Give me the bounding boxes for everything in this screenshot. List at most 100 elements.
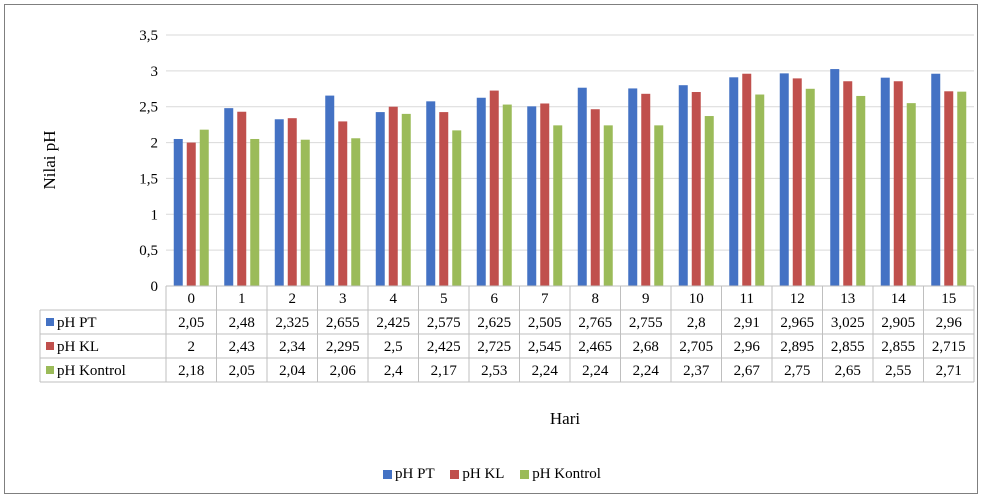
table-series-swatch	[46, 318, 54, 326]
x-tick-label: 14	[891, 291, 907, 307]
bar	[641, 93, 651, 286]
legend-swatch-kl	[450, 470, 460, 479]
data-label: 2,37	[683, 363, 710, 379]
y-tick-label: 2,5	[139, 100, 158, 116]
data-label: 2,17	[431, 363, 458, 379]
bar	[678, 85, 688, 286]
x-tick-label: 12	[790, 291, 805, 307]
data-label: 2,965	[780, 315, 814, 331]
data-label: 2,725	[477, 339, 511, 355]
bar	[300, 139, 310, 286]
data-label: 2,04	[279, 363, 306, 379]
bar	[654, 125, 664, 286]
table-series-swatch	[46, 342, 54, 350]
data-label: 2,24	[582, 363, 609, 379]
bar	[439, 112, 449, 286]
data-label: 2,96	[734, 339, 761, 355]
bar	[691, 92, 701, 287]
legend-swatch-kontrol	[520, 470, 530, 479]
bar	[250, 138, 260, 286]
bar	[755, 94, 765, 286]
data-label: 2,34	[279, 339, 306, 355]
x-tick-label: 2	[289, 291, 297, 307]
bar	[742, 73, 752, 287]
data-label: 2,905	[881, 315, 915, 331]
x-tick-label: 15	[941, 291, 956, 307]
legend-swatch-pt	[383, 470, 393, 479]
data-label: 2,68	[633, 339, 659, 355]
x-tick-label: 8	[592, 291, 600, 307]
bar	[173, 138, 183, 286]
bar	[401, 113, 411, 286]
legend-item-pt: pH PT	[383, 466, 435, 483]
data-label: 2,505	[528, 315, 562, 331]
bar	[628, 88, 638, 286]
data-label: 2,715	[932, 339, 966, 355]
chart-legend: pH PT pH KL pH Kontrol	[0, 466, 984, 484]
data-label: 2,5	[384, 339, 403, 355]
data-label: 2,755	[629, 315, 663, 331]
table-series-swatch	[46, 366, 54, 374]
bar	[704, 116, 714, 286]
data-label: 2,53	[481, 363, 507, 379]
bar	[375, 112, 385, 286]
y-axis-label: Nilai pH	[40, 130, 59, 189]
data-label: 2,895	[780, 339, 814, 355]
data-label: 2,65	[835, 363, 861, 379]
data-label: 2,24	[633, 363, 660, 379]
bar	[237, 111, 247, 286]
bar	[388, 106, 398, 286]
data-label: 2,765	[578, 315, 612, 331]
bar	[476, 97, 486, 286]
data-label: 2,625	[477, 315, 511, 331]
bar	[287, 118, 297, 286]
bar	[426, 101, 436, 286]
bar	[931, 73, 941, 287]
data-label: 2,855	[881, 339, 915, 355]
data-label: 2,295	[326, 339, 360, 355]
y-tick-label: 1,5	[139, 171, 158, 187]
bar	[893, 81, 903, 287]
bar	[779, 73, 789, 286]
bar	[325, 95, 335, 286]
bar	[830, 69, 840, 286]
data-label: 2,325	[275, 315, 309, 331]
data-label: 2,855	[831, 339, 865, 355]
bar	[452, 130, 462, 286]
bar	[527, 106, 537, 286]
bar	[199, 129, 209, 286]
x-tick-label: 1	[238, 291, 246, 307]
data-label: 2,705	[679, 339, 713, 355]
x-tick-label: 5	[440, 291, 448, 307]
bar	[957, 91, 967, 286]
x-tick-label: 4	[390, 291, 398, 307]
data-label: 2,24	[532, 363, 559, 379]
x-tick-label: 13	[840, 291, 855, 307]
bar	[540, 103, 550, 286]
data-label: 2,96	[936, 315, 963, 331]
y-tick-label: 3	[151, 64, 159, 80]
legend-item-kontrol: pH Kontrol	[520, 466, 601, 483]
data-label: 2,05	[229, 363, 255, 379]
bar	[906, 103, 916, 286]
bar	[856, 95, 866, 286]
data-label: 2,67	[734, 363, 761, 379]
bar-chart: Nilai pH Hari 00,511,522,533,50 1 2 3 4 5 6 7 8 9…	[39, 28, 975, 428]
y-tick-label: 2	[151, 136, 159, 152]
bar	[590, 109, 600, 286]
table-series-label: pH KL	[57, 339, 99, 355]
legend-label-kontrol: pH Kontrol	[532, 466, 601, 482]
data-label: 2,425	[427, 339, 461, 355]
bar	[944, 91, 954, 286]
bar	[502, 104, 512, 286]
x-tick-label: 7	[541, 291, 549, 307]
bar	[224, 108, 234, 286]
data-label: 2,655	[326, 315, 360, 331]
data-label: 2,06	[330, 363, 357, 379]
bar	[351, 138, 361, 286]
bar	[805, 88, 815, 287]
x-tick-label: 0	[188, 291, 196, 307]
y-tick-label: 3,5	[139, 28, 158, 44]
bar	[603, 125, 613, 286]
table-series-label: pH PT	[57, 315, 97, 331]
